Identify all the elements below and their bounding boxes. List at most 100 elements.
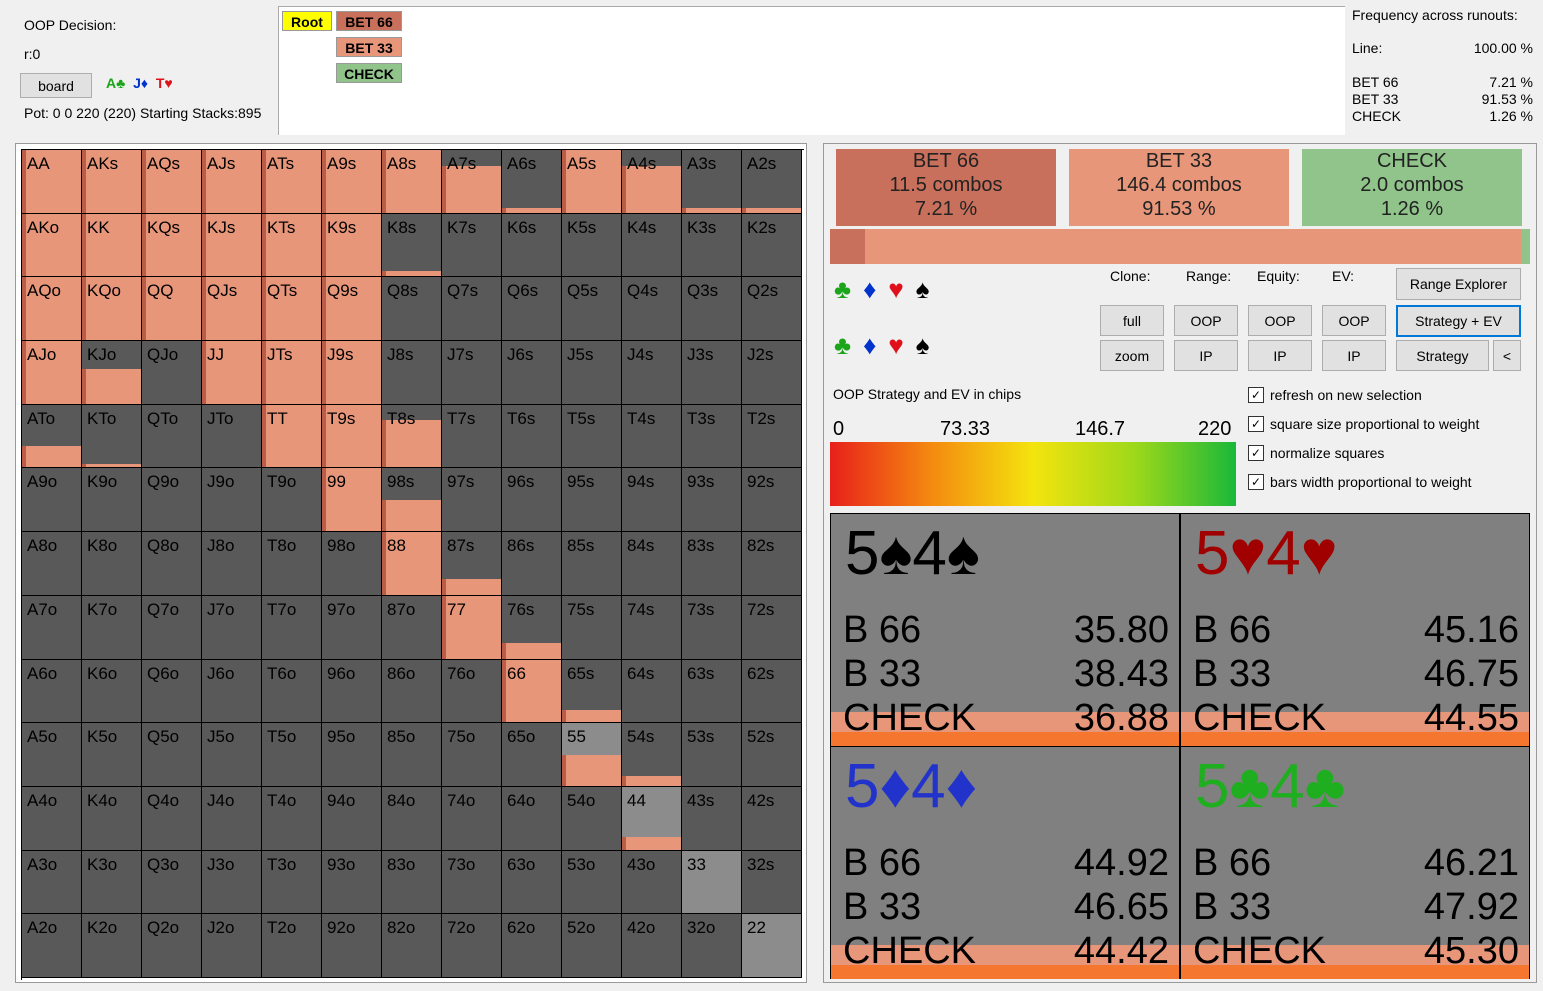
hand-cell[interactable]: 97o [322, 595, 382, 660]
hand-cell[interactable]: 93s [682, 468, 742, 533]
clone-zoom-button[interactable]: zoom [1100, 340, 1164, 371]
hand-cell[interactable]: T2o [262, 914, 322, 978]
hand-cell[interactable]: QQ [142, 277, 202, 342]
hand-cell[interactable]: 53o [562, 850, 622, 915]
hand-cell[interactable]: 93o [322, 850, 382, 915]
hand-cell[interactable]: T6o [262, 659, 322, 724]
hand-cell[interactable]: 83s [682, 532, 742, 596]
hand-cell[interactable]: A9o [22, 468, 82, 533]
hand-cell[interactable]: K4s [622, 213, 682, 278]
hand-cell[interactable]: 86s [502, 532, 562, 596]
hand-cell[interactable]: KTs [262, 213, 322, 278]
hand-cell[interactable]: 85s [562, 532, 622, 596]
hand-cell[interactable]: QTo [142, 404, 202, 469]
hand-cell[interactable]: Q7o [142, 595, 202, 660]
hand-cell[interactable]: K6o [82, 659, 142, 724]
square-size-checkbox[interactable]: ✓ square size proportional to weight [1248, 416, 1479, 432]
hand-cell[interactable]: J4o [202, 786, 262, 851]
hand-cell[interactable]: Q4s [622, 277, 682, 342]
hand-cell[interactable]: 65o [502, 723, 562, 787]
hand-cell[interactable]: Q7s [442, 277, 502, 342]
hand-cell[interactable]: 95s [562, 468, 622, 533]
hand-cell[interactable]: KTo [82, 404, 142, 469]
hand-cell[interactable]: T4o [262, 786, 322, 851]
hand-cell[interactable]: QJo [142, 341, 202, 405]
hand-cell[interactable]: AJo [22, 341, 82, 405]
hand-cell[interactable]: K8o [82, 532, 142, 596]
hand-cell[interactable]: JTo [202, 404, 262, 469]
hand-cell[interactable]: Q6s [502, 277, 562, 342]
hand-cell[interactable]: A7s [442, 150, 502, 214]
hand-cell[interactable]: 73s [682, 595, 742, 660]
hand-cell[interactable]: 32s [742, 850, 802, 915]
strategy-ev-button[interactable]: Strategy + EV [1396, 305, 1521, 337]
hand-cell[interactable]: ATo [22, 404, 82, 469]
hand-cell[interactable]: 95o [322, 723, 382, 787]
hand-cell[interactable]: J5s [562, 341, 622, 405]
hand-cell[interactable]: Q9o [142, 468, 202, 533]
hand-cell[interactable]: 88 [382, 532, 442, 596]
hand-cell[interactable]: QJs [202, 277, 262, 342]
hand-cell[interactable]: TT [262, 404, 322, 469]
hand-cell[interactable]: A8s [382, 150, 442, 214]
hand-cell[interactable]: K3s [682, 213, 742, 278]
hand-cell[interactable]: J4s [622, 341, 682, 405]
hand-cell[interactable]: 96o [322, 659, 382, 724]
hand-cell[interactable]: 43s [682, 786, 742, 851]
hand-cell[interactable]: 77 [442, 595, 502, 660]
hand-cell[interactable]: Q9s [322, 277, 382, 342]
combo-panel-diamonds[interactable]: 5♦4♦ B 66 44.92 B 33 46.65 CHECK 44.42 [831, 747, 1179, 979]
hand-cell[interactable]: K2o [82, 914, 142, 978]
hand-cell[interactable]: 82o [382, 914, 442, 978]
hand-cell[interactable]: T8o [262, 532, 322, 596]
hand-cell[interactable]: 66 [502, 659, 562, 724]
hand-cell[interactable]: J3s [682, 341, 742, 405]
hand-cell[interactable]: KQs [142, 213, 202, 278]
strategy-button[interactable]: Strategy [1396, 340, 1489, 371]
diamond-icon[interactable]: ♦ [863, 330, 877, 360]
hand-cell[interactable]: AA [22, 150, 82, 214]
hand-cell[interactable]: J2o [202, 914, 262, 978]
hand-cell[interactable]: 92o [322, 914, 382, 978]
hand-cell[interactable]: 82s [742, 532, 802, 596]
range-explorer-button[interactable]: Range Explorer [1396, 268, 1521, 300]
hand-cell[interactable]: 74s [622, 595, 682, 660]
hand-cell[interactable]: Q3s [682, 277, 742, 342]
spade-icon[interactable]: ♠ [915, 274, 930, 304]
action-box-bet66[interactable]: BET 66 11.5 combos 7.21 % [836, 149, 1056, 226]
collapse-button[interactable]: < [1493, 340, 1521, 371]
hand-cell[interactable]: T9o [262, 468, 322, 533]
hand-cell[interactable]: K5s [562, 213, 622, 278]
hand-cell[interactable]: 87s [442, 532, 502, 596]
spade-icon[interactable]: ♠ [915, 330, 930, 360]
hand-cell[interactable]: 55 [562, 723, 622, 787]
hand-cell[interactable]: ATs [262, 150, 322, 214]
hand-cell[interactable]: J8s [382, 341, 442, 405]
combo-panel-spades[interactable]: 5♠4♠ B 66 35.80 B 33 38.43 CHECK 36.88 [831, 514, 1179, 746]
combo-panel-hearts[interactable]: 5♥4♥ B 66 45.16 B 33 46.75 CHECK 44.55 [1181, 514, 1529, 746]
tree-node-bet66[interactable]: BET 66 [336, 11, 402, 31]
hand-cell[interactable]: 83o [382, 850, 442, 915]
equity-oop-button[interactable]: OOP [1248, 305, 1312, 336]
hand-cell[interactable]: A2s [742, 150, 802, 214]
heart-icon[interactable]: ♥ [888, 274, 904, 304]
tree-node-root[interactable]: Root [282, 11, 332, 31]
hand-cell[interactable]: J2s [742, 341, 802, 405]
hand-cell[interactable]: A3o [22, 850, 82, 915]
hand-cell[interactable]: 75s [562, 595, 622, 660]
hand-cell[interactable]: J7s [442, 341, 502, 405]
hand-cell[interactable]: 96s [502, 468, 562, 533]
hand-cell[interactable]: 52o [562, 914, 622, 978]
hand-cell[interactable]: T7s [442, 404, 502, 469]
hand-cell[interactable]: KK [82, 213, 142, 278]
hand-cell[interactable]: Q8s [382, 277, 442, 342]
hand-cell[interactable]: A7o [22, 595, 82, 660]
hand-cell[interactable]: J6s [502, 341, 562, 405]
hand-cell[interactable]: Q2s [742, 277, 802, 342]
hand-cell[interactable]: 99 [322, 468, 382, 533]
hand-cell[interactable]: 74o [442, 786, 502, 851]
hand-cell[interactable]: Q3o [142, 850, 202, 915]
ev-ip-button[interactable]: IP [1322, 340, 1386, 371]
hand-cell[interactable]: 65s [562, 659, 622, 724]
hand-cell[interactable]: 32o [682, 914, 742, 978]
